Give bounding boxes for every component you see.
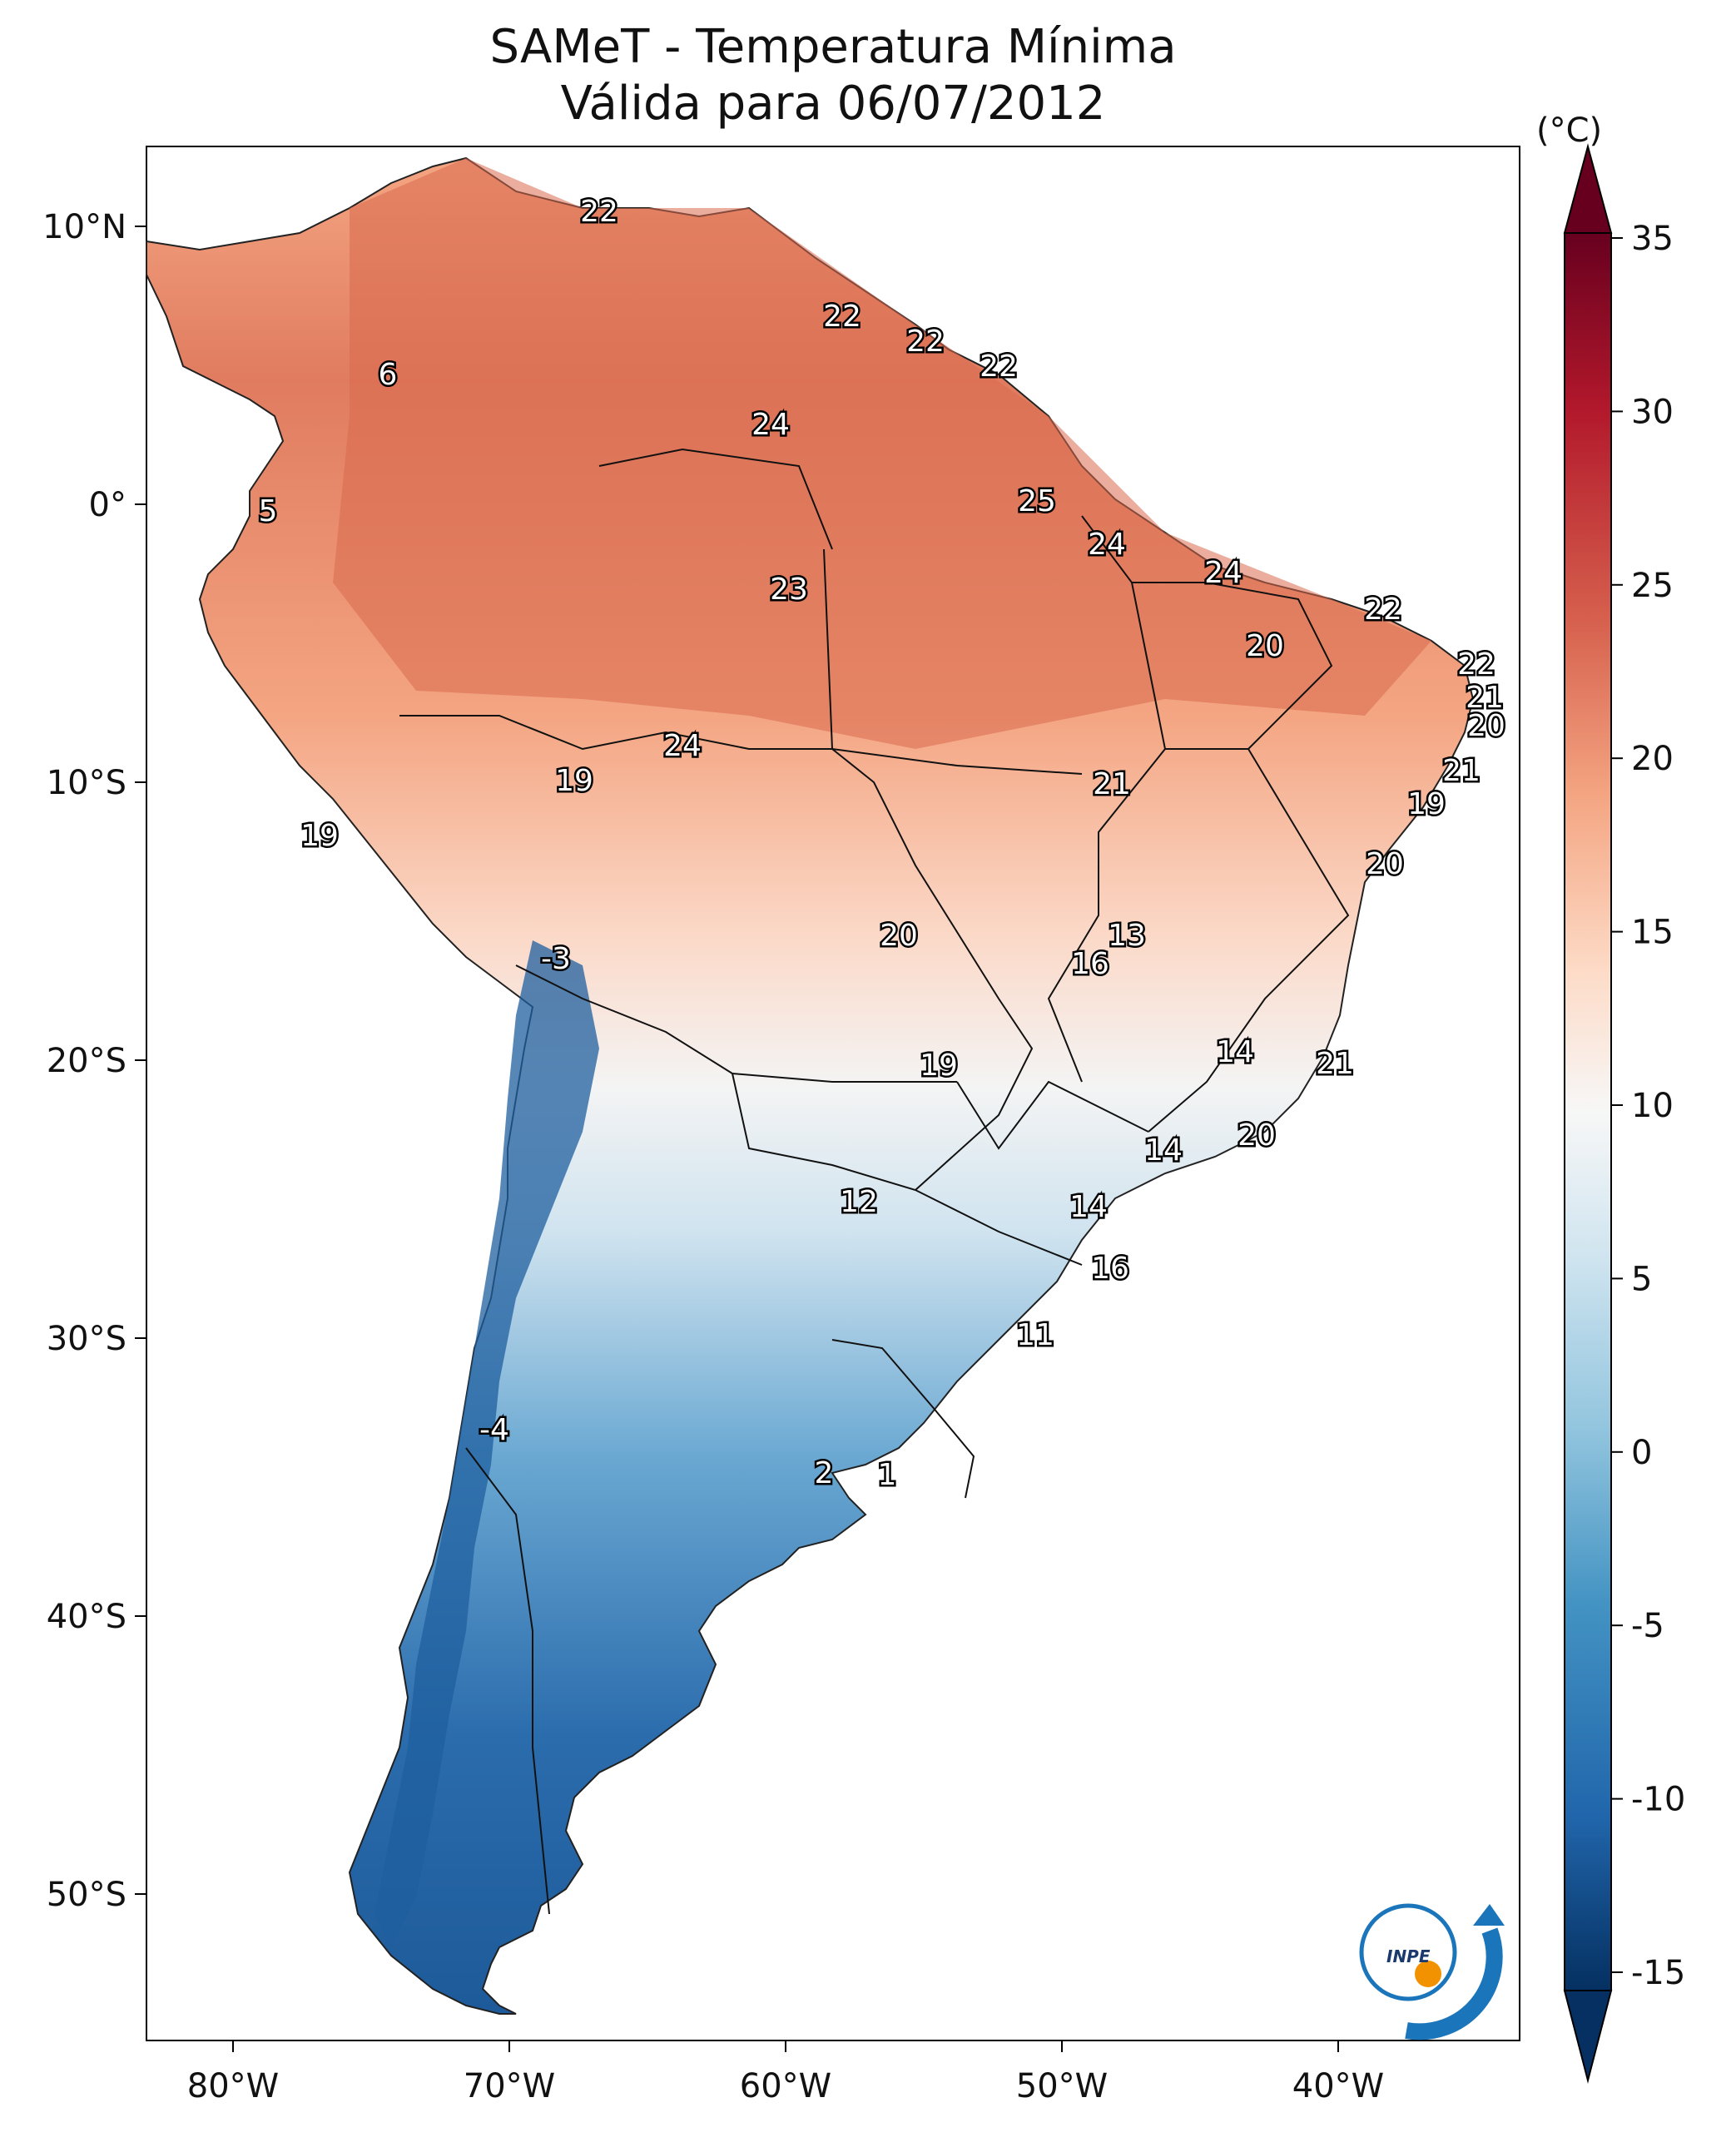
station-label: 22 xyxy=(980,350,1018,384)
lon-tick-label: 50°W xyxy=(1016,2067,1108,2105)
map-title: SAMeT - Temperatura Mínima xyxy=(489,20,1177,74)
colorbar-tick-label: 5 xyxy=(1631,1260,1652,1298)
station-label: 22 xyxy=(1364,593,1402,627)
station-label: 11 xyxy=(1016,1318,1054,1352)
inpe-logo: INPE xyxy=(1359,1903,1505,2040)
colorbar-tick-label: 10 xyxy=(1631,1087,1674,1125)
lat-tick-label: 10°S xyxy=(47,764,126,802)
station-label: 24 xyxy=(751,408,790,442)
lat-tick-marks xyxy=(135,226,146,1895)
station-label: 5 xyxy=(259,494,278,528)
station-label: 21 xyxy=(1093,767,1131,801)
station-label: 14 xyxy=(1144,1133,1183,1168)
station-label: 22 xyxy=(906,325,945,359)
colorbar-top-extend xyxy=(1563,143,1613,234)
lon-tick-label: 40°W xyxy=(1292,2067,1384,2105)
station-label: 2 xyxy=(815,1456,834,1490)
colorbar-tick-label: -10 xyxy=(1631,1781,1685,1819)
station-label: 16 xyxy=(1071,947,1109,981)
station-label: 22 xyxy=(580,195,618,229)
station-label: 25 xyxy=(1018,484,1056,518)
station-label: 13 xyxy=(1108,919,1146,953)
station-label: 20 xyxy=(1246,629,1284,663)
colorbar-tick-label: 30 xyxy=(1631,393,1674,431)
station-label: 16 xyxy=(1091,1252,1129,1286)
station-label: 1 xyxy=(878,1458,897,1492)
colorbar-tick-label: -5 xyxy=(1631,1607,1664,1645)
lon-tick-label: 70°W xyxy=(464,2067,555,2105)
lat-tick-label: 20°S xyxy=(47,1042,126,1080)
colorbar-tick-label: 35 xyxy=(1631,220,1674,258)
station-label: 21 xyxy=(1466,681,1504,715)
colorbar: (°C) xyxy=(1536,112,1613,2084)
lat-tick-label: 10°N xyxy=(42,208,126,246)
lat-tick-label: 40°S xyxy=(47,1598,126,1636)
colorbar-tick-label: 25 xyxy=(1631,567,1674,605)
lat-tick-label: 0° xyxy=(89,486,126,524)
country-boundaries xyxy=(399,448,1350,1915)
station-label: 23 xyxy=(770,573,808,607)
station-label: 20 xyxy=(1467,709,1505,743)
station-label: 21 xyxy=(1316,1047,1354,1081)
station-label: 19 xyxy=(300,819,339,853)
station-label: 21 xyxy=(1442,754,1481,788)
colorbar-units: (°C) xyxy=(1536,112,1602,150)
station-label: 20 xyxy=(1238,1118,1276,1153)
station-labels: 22 6 22 22 22 24 5 25 24 24 23 22 20 22 … xyxy=(256,193,1507,1495)
station-label: 20 xyxy=(880,919,918,953)
station-label: 22 xyxy=(823,300,861,334)
lon-tick-marks xyxy=(232,2040,1339,2052)
station-label: 24 xyxy=(1088,528,1126,562)
station-label: 12 xyxy=(840,1185,878,1219)
inpe-logo-text: INPE xyxy=(1386,1946,1431,1966)
colorbar-ticks: 35 30 25 20 15 10 5 0 -5 -10 -15 xyxy=(1611,220,1685,1992)
lat-tick-label: 50°S xyxy=(47,1876,126,1914)
colorbar-bottom-extend xyxy=(1563,1990,1613,2084)
station-label: -4 xyxy=(479,1413,509,1447)
station-label: 14 xyxy=(1216,1035,1254,1069)
station-label: 24 xyxy=(1204,556,1242,590)
station-label: 6 xyxy=(379,358,398,392)
station-label: 14 xyxy=(1069,1190,1108,1224)
map-subtitle: Válida para 06/07/2012 xyxy=(560,77,1106,131)
colorbar-tick-label: 0 xyxy=(1631,1434,1652,1472)
lat-tick-label: 30°S xyxy=(47,1320,126,1358)
warm-region-overlay xyxy=(333,158,1431,749)
station-label: 20 xyxy=(1366,847,1404,881)
station-label: 19 xyxy=(1407,787,1446,821)
lon-tick-label: 80°W xyxy=(187,2067,279,2105)
colorbar-tick-label: 15 xyxy=(1631,914,1674,952)
colorbar-tick-label: -15 xyxy=(1631,1954,1685,1992)
station-label: 19 xyxy=(555,764,593,798)
colorbar-tick-label: 20 xyxy=(1631,740,1674,778)
station-label: 24 xyxy=(663,729,702,763)
lon-tick-label: 60°W xyxy=(740,2067,831,2105)
colorbar-body xyxy=(1564,232,1612,1991)
station-label: 22 xyxy=(1457,647,1495,682)
station-label: 19 xyxy=(920,1049,958,1083)
station-label: -3 xyxy=(541,942,571,976)
andes-cold-band xyxy=(374,940,599,1947)
